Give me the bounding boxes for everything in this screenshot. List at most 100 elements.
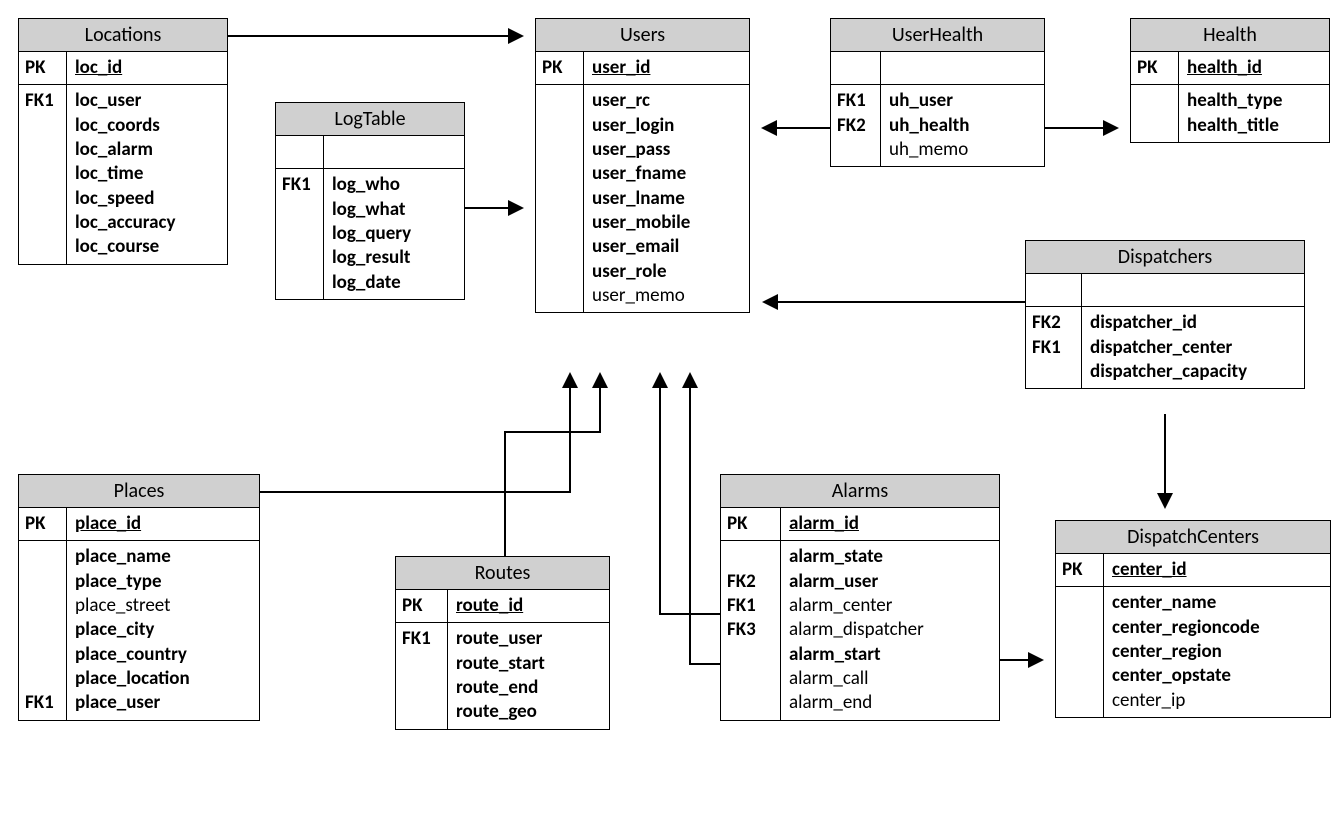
entity-section: PK place_id [19,508,259,541]
entity-alarms: Alarms PK alarm_id FK2FK1FK3 alarm_stateal… [720,474,1000,721]
field-name [1090,278,1296,302]
field-name: center_name [1112,591,1322,615]
key-column: FK1 [19,85,67,263]
field-name: user_email [592,235,741,259]
field-name: user_rc [592,89,741,113]
key-label: FK2 [1032,311,1075,335]
key-column: PK [1056,554,1104,586]
field-name: alarm_end [789,691,991,715]
key-label: PK [727,512,774,536]
places-to-users [260,375,570,492]
key-label: PK [402,594,441,618]
field-name: route_geo [456,700,601,724]
field-column: uh_useruh_healthuh_memo [881,85,1044,166]
field-column [881,52,1044,84]
field-name: user_fname [592,162,741,186]
field-column: health_id [1179,52,1329,84]
field-name: user_login [592,114,741,138]
field-name: user_role [592,260,741,284]
field-name: dispatcher_id [1090,311,1296,335]
key-label [25,545,60,569]
field-name: center_opstate [1112,664,1322,688]
field-column: place_nameplace_typeplace_streetplace_ci… [67,541,259,719]
entity-title: Places [19,475,259,508]
key-label: PK [1137,56,1172,80]
key-label: FK1 [1032,336,1075,360]
field-name: alarm_dispatcher [789,618,991,642]
er-diagram: LocationsPKloc_idFK1loc_userloc_coordslo… [0,0,1342,814]
key-label: PK [25,512,60,536]
entity-section: FK1route_userroute_startroute_endroute_g… [396,623,609,728]
field-name: loc_user [75,89,219,113]
field-column: dispatcher_iddispatcher_centerdispatcher… [1082,307,1304,388]
field-name: uh_health [889,114,1036,138]
entity-title: Dispatchers [1026,241,1304,274]
entity-routes: RoutesPKroute_idFK1route_userroute_start… [395,556,610,730]
entity-section: FK1FK2uh_useruh_healthuh_memo [831,85,1044,166]
entity-logtable: LogTable FK1log_wholog_whatlog_querylog_… [275,102,465,300]
key-label: FK3 [727,618,774,642]
entity-title: Locations [19,19,227,52]
field-name: log_who [332,173,456,197]
entity-dispatchers: Dispatchers FK2FK1dispatcher_iddispatche… [1025,240,1305,389]
field-name: user_memo [592,284,741,308]
key-column: PK [536,52,584,84]
entity-section: PK route_id [396,590,609,623]
key-column [536,85,584,312]
field-name: center_region [1112,640,1322,664]
entity-health: HealthPKhealth_id health_typehealth_titl… [1130,18,1330,143]
key-label [25,570,60,594]
key-column: FK2FK1FK3 [721,541,781,719]
entity-section: FK1log_wholog_whatlog_querylog_resultlog… [276,169,464,299]
field-name: dispatcher_capacity [1090,360,1296,384]
field-name [889,56,1036,80]
key-column: FK1 [19,541,67,719]
key-column: FK2FK1 [1026,307,1082,388]
key-label [727,667,774,691]
field-name: center_id [1112,558,1322,582]
field-name: health_id [1187,56,1321,80]
field-column: alarm_statealarm_useralarm_centeralarm_d… [781,541,999,719]
field-name: loc_course [75,235,219,259]
field-name: center_ip [1112,689,1322,713]
field-name: alarm_id [789,512,991,536]
field-column: user_id [584,52,749,84]
entity-section: FK1loc_userloc_coordsloc_alarmloc_timelo… [19,85,227,263]
key-column: FK1FK2 [831,85,881,166]
field-name: health_title [1187,114,1321,138]
entity-section: PK alarm_id [721,508,999,541]
key-label: FK1 [402,627,441,651]
key-label: FK1 [837,89,874,113]
key-column [276,136,324,168]
key-label: PK [1062,558,1097,582]
field-name: place_user [75,691,251,715]
field-name: loc_id [75,56,219,80]
key-label [837,56,874,80]
field-name: place_city [75,618,251,642]
entity-places: Places PK place_id FK1place_nameplace_type… [18,474,260,721]
key-label: FK1 [25,89,60,113]
key-label [542,89,577,113]
field-column: loc_id [67,52,227,84]
entity-title: Alarms [721,475,999,508]
field-column: place_id [67,508,259,540]
entity-section: FK2FK1dispatcher_iddispatcher_centerdisp… [1026,307,1304,388]
key-label: FK1 [727,594,774,618]
field-name: place_street [75,594,251,618]
key-column: PK [396,590,448,622]
key-column: PK [721,508,781,540]
key-label [1062,591,1097,615]
alarms-user-to-users [660,375,720,614]
entity-section: user_rcuser_loginuser_passuser_fnameuser… [536,85,749,312]
field-name: center_regioncode [1112,616,1322,640]
field-column: center_id [1104,554,1330,586]
entity-title: Health [1131,19,1329,52]
entity-section: PKuser_id [536,52,749,85]
field-name: route_id [456,594,601,618]
field-column: route_id [448,590,609,622]
key-column [1131,85,1179,142]
field-name: loc_time [75,162,219,186]
entity-section: FK1place_nameplace_typeplace_streetplace… [19,541,259,719]
key-column: PK [19,508,67,540]
key-label [1137,89,1172,113]
